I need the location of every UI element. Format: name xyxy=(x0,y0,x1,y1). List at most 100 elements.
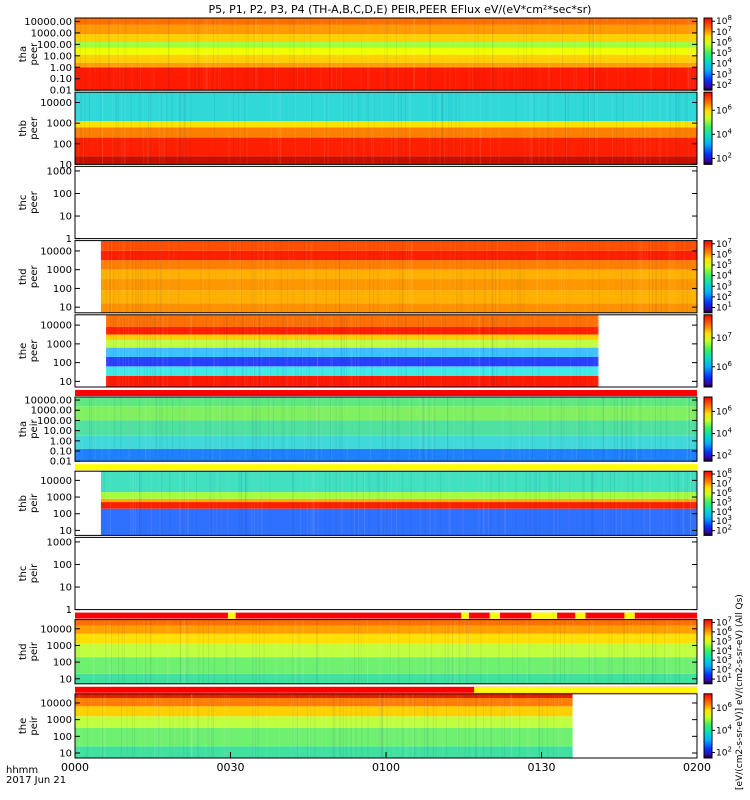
spectrogram-streak xyxy=(396,397,398,462)
spectrogram-streak xyxy=(442,92,444,165)
spectrogram-streak xyxy=(468,18,470,91)
spectrogram-streak xyxy=(353,471,355,536)
spectrogram-streak xyxy=(467,619,469,684)
spectrogram-streak xyxy=(477,18,479,91)
spectrogram-streak xyxy=(410,471,412,536)
spectrogram-streak xyxy=(254,693,256,758)
spectrogram-streak xyxy=(494,240,496,313)
spectrogram-streak xyxy=(179,397,181,462)
spectrogram-streak xyxy=(86,693,88,758)
spectrogram-streak xyxy=(107,240,109,313)
spectrogram-streak xyxy=(567,619,569,684)
spectrogram-streak xyxy=(166,314,168,387)
time-axis-label-line2: 2017 Jun 21 xyxy=(6,775,66,786)
spectrogram-streak xyxy=(258,314,260,387)
flag-segment xyxy=(474,686,697,693)
spectrogram-streak xyxy=(159,92,161,165)
spectrogram-streak xyxy=(221,693,223,758)
spectrogram-streak xyxy=(156,314,158,387)
spectrogram-streak xyxy=(674,18,676,91)
y-tick-label: 100 xyxy=(53,560,72,571)
spectrogram-band xyxy=(75,406,697,421)
colorbar-tick-label: 105 xyxy=(716,634,732,647)
panel-frame xyxy=(74,470,698,536)
spectrogram-streak xyxy=(161,92,163,165)
spectrogram-streak xyxy=(244,397,246,462)
spectrogram-streak xyxy=(111,240,113,313)
spectrogram-streak xyxy=(144,397,146,462)
spectrogram-streak xyxy=(105,240,107,313)
spectrogram-streak xyxy=(198,18,200,91)
y-tick-label: 10.00 xyxy=(43,51,72,62)
spectrogram-streak xyxy=(498,92,500,165)
spectrogram-streak xyxy=(101,92,103,165)
spectrogram-streak xyxy=(339,471,341,536)
panel-ylabel-line: peir xyxy=(29,715,40,735)
spectrogram-streak xyxy=(583,471,585,536)
spectrogram-streak xyxy=(526,693,528,758)
spectrogram-streak xyxy=(337,693,339,758)
y-tick-label: 10.00 xyxy=(43,426,72,437)
spectrogram-streak xyxy=(479,693,481,758)
spectrogram-streak xyxy=(563,240,565,313)
spectrogram-streak xyxy=(83,92,85,165)
y-tick-label: 10 xyxy=(59,303,72,314)
spectrogram-streak xyxy=(321,314,323,387)
spectrogram-streak xyxy=(183,471,185,536)
spectrogram-streak xyxy=(695,18,697,91)
spectrogram-streak xyxy=(81,397,83,462)
spectrogram-streak xyxy=(116,18,118,91)
spectrogram-streak xyxy=(480,619,482,684)
spectrogram-streak xyxy=(296,314,298,387)
y-tick-label: 0.01 xyxy=(50,86,72,97)
spectrogram-streak xyxy=(103,471,105,536)
flag-segment xyxy=(75,464,697,471)
spectrogram-streak xyxy=(523,397,525,462)
spectrogram-streak xyxy=(643,397,645,462)
spectrogram-band xyxy=(106,356,599,367)
spectrogram-streak xyxy=(303,240,305,313)
spectrogram-streak xyxy=(677,471,679,536)
spectrogram-streak xyxy=(435,92,437,165)
spectrogram-streak xyxy=(316,314,318,387)
spectrogram-streak xyxy=(251,471,253,536)
spectrogram-band xyxy=(100,250,697,261)
spectrogram-streak xyxy=(525,619,527,684)
spectrogram-streak xyxy=(127,314,129,387)
y-tick-label: 1 xyxy=(66,605,72,616)
spectrogram-streak xyxy=(677,92,679,165)
spectrogram-streak xyxy=(307,397,309,462)
spectrogram-streak xyxy=(316,619,318,684)
spectrogram-streak xyxy=(427,693,429,758)
spectrogram-streak xyxy=(147,240,149,313)
spectrogram-streak xyxy=(219,397,221,462)
spectrogram-streak xyxy=(328,18,330,91)
spectrogram-streak xyxy=(172,693,174,758)
spectrogram-streak xyxy=(261,471,263,536)
spectrogram-streak xyxy=(361,619,363,684)
spectrogram-streak xyxy=(346,397,348,462)
spectrogram-band xyxy=(75,54,697,63)
spectrogram-streak xyxy=(411,240,413,313)
spectrogram-streak xyxy=(205,397,207,462)
spectrogram-streak xyxy=(325,240,327,313)
spectrogram-streak xyxy=(254,240,256,313)
spectrogram-streak xyxy=(669,471,671,536)
spectrogram-streak xyxy=(308,314,310,387)
spectrogram-streak xyxy=(78,619,80,684)
colorbar-tick-label: 103 xyxy=(716,67,732,80)
spectrogram-streak xyxy=(517,240,519,313)
spectrogram-streak xyxy=(448,92,450,165)
spectrogram-streak xyxy=(520,240,522,313)
spectrogram-streak xyxy=(687,397,689,462)
spectrogram-streak xyxy=(472,92,474,165)
spectrogram-streak xyxy=(247,18,249,91)
spectrogram-streak xyxy=(317,397,319,462)
spectrogram-streak xyxy=(449,471,451,536)
spectrogram-streak xyxy=(335,693,337,758)
spectrogram-streak xyxy=(517,619,519,684)
spectrogram-streak xyxy=(325,693,327,758)
spectrogram-streak xyxy=(690,397,692,462)
spectrogram-streak xyxy=(141,240,143,313)
spectrogram-streak xyxy=(591,18,593,91)
